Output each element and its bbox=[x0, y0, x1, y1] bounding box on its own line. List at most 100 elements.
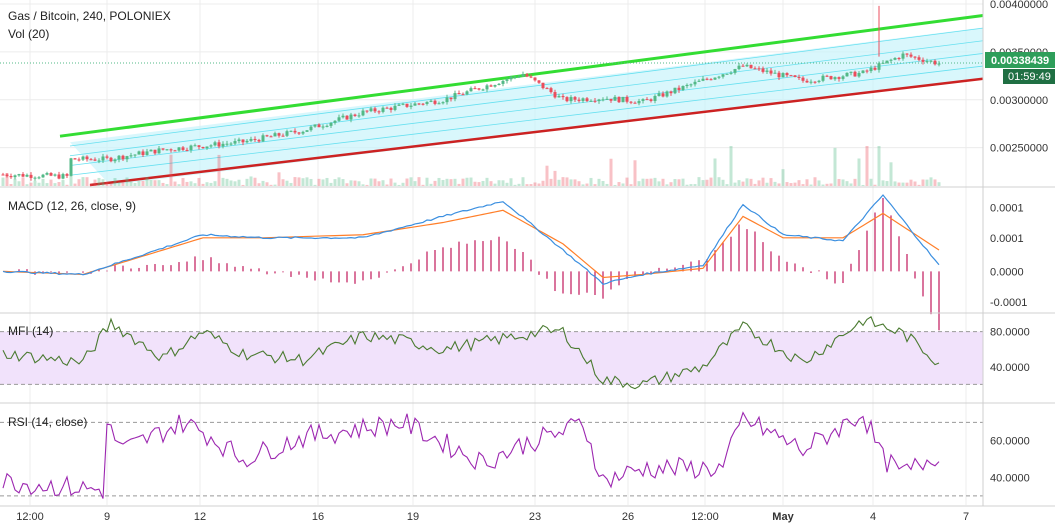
candle-body bbox=[121, 155, 125, 160]
volume-bar bbox=[689, 184, 693, 186]
candle-body bbox=[33, 177, 37, 179]
candle-body bbox=[185, 149, 189, 151]
mfi-axis-tick: 80.0000 bbox=[990, 327, 1030, 339]
volume-bar bbox=[429, 183, 433, 186]
volume-bar bbox=[665, 184, 669, 186]
candle-body bbox=[273, 133, 277, 137]
candle-body bbox=[169, 149, 173, 151]
macd-line bbox=[2, 194, 940, 285]
candle-body bbox=[825, 75, 829, 77]
volume-bar bbox=[777, 183, 781, 186]
candle-body bbox=[305, 130, 309, 132]
volume-bar bbox=[425, 177, 429, 186]
candle-body bbox=[385, 107, 389, 109]
volume-bar bbox=[873, 184, 877, 186]
volume-bar bbox=[541, 180, 545, 186]
channel-inner-line bbox=[69, 53, 984, 166]
volume-bar bbox=[597, 178, 601, 186]
volume-bar bbox=[265, 182, 269, 186]
candle-body bbox=[937, 63, 941, 65]
macd-axis-tick: 0.0001 bbox=[990, 233, 1024, 245]
price-axis-tick: 0.00300000 bbox=[990, 95, 1048, 107]
candle-body bbox=[457, 93, 461, 95]
candle-body bbox=[29, 174, 33, 178]
volume-bar bbox=[365, 184, 369, 186]
volume-bar bbox=[77, 179, 81, 186]
volume-bar bbox=[669, 182, 673, 186]
volume-bar bbox=[1, 177, 5, 186]
macd-axis-tick: 0.0000 bbox=[990, 266, 1024, 278]
candle-body bbox=[145, 151, 149, 156]
candle-body bbox=[177, 147, 181, 151]
candle-body bbox=[361, 110, 365, 116]
candle-body bbox=[237, 139, 241, 142]
candle-body bbox=[401, 103, 405, 105]
volume-bar bbox=[349, 180, 353, 186]
candle-body bbox=[101, 156, 105, 161]
volume-bar bbox=[117, 182, 121, 186]
volume-bar bbox=[65, 184, 69, 186]
candle-body bbox=[613, 96, 617, 101]
volume-bar bbox=[57, 182, 61, 186]
price-axis-tick: 0.00400000 bbox=[990, 0, 1048, 11]
volume-bar bbox=[709, 177, 713, 186]
volume-bar bbox=[297, 177, 301, 186]
volume-bar bbox=[165, 184, 169, 186]
candle-body bbox=[193, 145, 197, 147]
volume-bar bbox=[441, 179, 445, 186]
volume-bar bbox=[229, 180, 233, 186]
volume-bar bbox=[861, 184, 865, 186]
volume-bar bbox=[237, 179, 241, 186]
volume-bar bbox=[201, 183, 205, 186]
volume-bar bbox=[853, 178, 857, 186]
volume-bar bbox=[625, 177, 629, 186]
candle-body bbox=[129, 155, 133, 157]
volume-bar bbox=[693, 184, 697, 186]
candle-body bbox=[665, 91, 669, 97]
volume-bar bbox=[793, 182, 797, 186]
candle-body bbox=[313, 124, 317, 127]
candle-body bbox=[357, 115, 361, 117]
volume-bar bbox=[421, 184, 425, 186]
candle-body bbox=[417, 103, 421, 105]
candle-body bbox=[921, 59, 925, 62]
volume-bar bbox=[333, 179, 337, 186]
candle-body bbox=[405, 103, 409, 107]
macd-axis-tick: -0.0001 bbox=[990, 297, 1027, 309]
candle-body bbox=[517, 76, 521, 78]
mfi-indicator-label: MFI (14) bbox=[8, 324, 53, 338]
candle-body bbox=[241, 139, 245, 143]
candle-body bbox=[693, 81, 697, 85]
candle-body bbox=[681, 86, 685, 91]
candle-body bbox=[205, 146, 209, 149]
channel-inner-line bbox=[69, 40, 984, 157]
volume-bar bbox=[101, 179, 105, 186]
rsi-indicator-label: RSI (14, close) bbox=[8, 415, 87, 429]
candle-body bbox=[257, 139, 261, 142]
candle-body bbox=[285, 131, 289, 136]
volume-bar bbox=[113, 178, 117, 186]
volume-bar bbox=[261, 180, 265, 186]
time-axis-tick: 12:00 bbox=[691, 511, 719, 523]
volume-bar bbox=[49, 179, 53, 186]
candle-body bbox=[761, 68, 765, 72]
volume-bar bbox=[437, 177, 441, 186]
volume-bar bbox=[605, 183, 609, 186]
volume-bar bbox=[637, 181, 641, 186]
candle-body bbox=[333, 120, 337, 123]
candle-body bbox=[821, 75, 825, 81]
candle-body bbox=[657, 93, 661, 96]
volume-bar bbox=[449, 179, 453, 186]
candle-body bbox=[17, 174, 21, 176]
volume-bar bbox=[761, 177, 765, 186]
volume-bar bbox=[885, 181, 889, 186]
channel-inner-line bbox=[69, 65, 984, 176]
volume-bar bbox=[141, 180, 145, 186]
volume-bar bbox=[409, 177, 413, 186]
volume-bar bbox=[729, 146, 733, 186]
volume-bar bbox=[341, 179, 345, 186]
volume-bar bbox=[453, 178, 457, 186]
candle-body bbox=[353, 114, 357, 116]
